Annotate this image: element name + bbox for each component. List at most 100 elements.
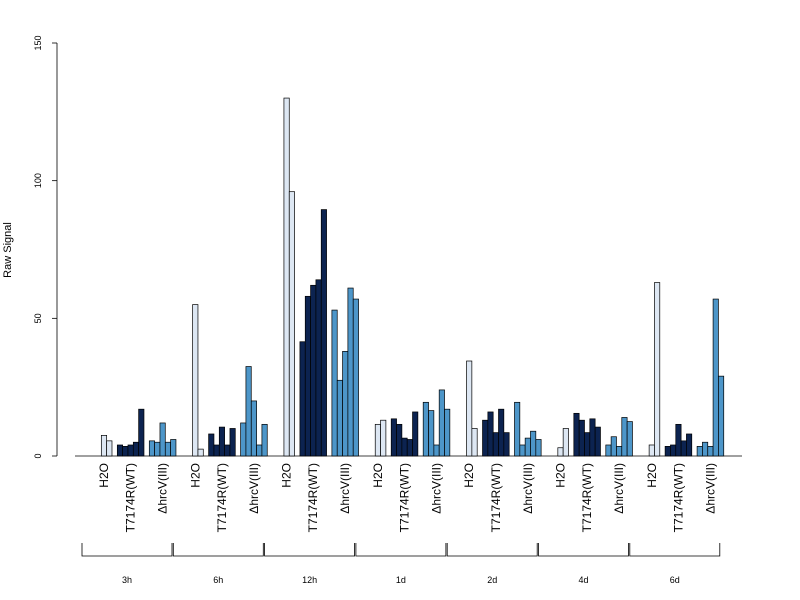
bar [245, 366, 252, 457]
bar [530, 430, 537, 457]
bar [584, 432, 591, 457]
bar [605, 444, 612, 457]
bar [433, 444, 440, 457]
treatment-label: T7174R(WT) [306, 463, 320, 532]
time-bracket [264, 543, 355, 557]
bar [707, 446, 714, 457]
time-label: 6h [213, 575, 223, 585]
treatment-label: H2O [188, 463, 202, 488]
bar [702, 441, 709, 457]
bar [116, 444, 123, 457]
y-tick-label: 150 [33, 35, 43, 50]
bar [686, 433, 693, 457]
bar [466, 360, 473, 457]
bar [304, 295, 311, 457]
bar [594, 426, 601, 457]
bar [159, 422, 166, 457]
bar [578, 419, 585, 457]
bar [438, 389, 445, 457]
bar [250, 400, 257, 457]
bar [519, 444, 526, 457]
time-bracket [355, 543, 447, 557]
bar [471, 428, 478, 457]
treatment-label: H2O [371, 463, 385, 488]
bar [406, 439, 413, 457]
bar [224, 444, 231, 457]
treatment-label: H2O [280, 463, 294, 488]
treatment-label: H2O [553, 463, 567, 488]
treatment-label: ΔhrcV(III) [612, 463, 626, 514]
bar [127, 444, 134, 457]
bar [696, 446, 703, 457]
bar [514, 401, 521, 457]
bar [492, 432, 499, 457]
time-bracket [172, 543, 264, 557]
time-bracket [538, 543, 629, 557]
bar [213, 444, 220, 457]
bar [283, 97, 290, 457]
bar [562, 428, 569, 457]
bar [208, 433, 215, 457]
treatment-label: H2O [97, 463, 111, 488]
treatment-labels: H2O T7174R(WT) ΔhrcV(III) H2O T7174R(WT) Δhrc… [97, 463, 717, 532]
time-label: 1d [396, 575, 406, 585]
bar [557, 447, 564, 457]
bar [256, 444, 263, 457]
bar [240, 422, 247, 457]
bar [422, 401, 429, 457]
bar [331, 309, 338, 457]
treatment-label: ΔhrcV(III) [338, 463, 352, 514]
time-label: 12h [302, 575, 317, 585]
bar [138, 408, 145, 457]
time-bracket [446, 543, 538, 557]
bar [164, 441, 171, 457]
bar [170, 439, 177, 457]
bar [390, 418, 397, 457]
treatment-label: T7174R(WT) [124, 463, 138, 532]
bar [154, 441, 161, 457]
treatment-label: T7174R(WT) [671, 463, 685, 532]
y-tick-label: 100 [33, 173, 43, 188]
bar [680, 440, 687, 457]
bar [197, 448, 204, 457]
bar [428, 410, 435, 457]
bar [610, 436, 617, 457]
treatment-label: ΔhrcV(III) [156, 463, 170, 514]
bar [626, 421, 633, 457]
bars [100, 97, 725, 457]
bar [352, 298, 359, 457]
time-brackets: 3h 6h 12h 1d 2d 4d 6d [81, 543, 721, 585]
bar [261, 423, 268, 457]
y-axis: 0 50 100 150 [33, 35, 58, 459]
bar [718, 375, 725, 457]
time-label: 3h [122, 575, 132, 585]
bar [320, 209, 327, 457]
bar [315, 279, 322, 457]
bar [218, 426, 225, 457]
bar [336, 379, 343, 457]
bar [100, 435, 108, 457]
bar [675, 423, 682, 457]
bar [380, 419, 387, 457]
treatment-label: ΔhrcV(III) [247, 463, 261, 514]
bar [347, 287, 354, 457]
bar [503, 432, 510, 457]
time-label: 4d [578, 575, 588, 585]
bar [670, 444, 677, 457]
time-bracket [629, 543, 721, 557]
bar [616, 446, 623, 457]
bar [396, 423, 403, 457]
bar [573, 412, 580, 457]
treatment-label: ΔhrcV(III) [521, 463, 535, 514]
bar [524, 437, 531, 457]
bar [401, 437, 408, 457]
y-tick-label: 0 [33, 453, 43, 458]
y-axis-label: Raw Signal [2, 222, 14, 278]
bar [482, 419, 489, 457]
bar [648, 444, 655, 457]
bar [498, 408, 505, 457]
treatment-label: T7174R(WT) [398, 463, 412, 532]
bar [106, 440, 113, 457]
bar [374, 423, 381, 457]
